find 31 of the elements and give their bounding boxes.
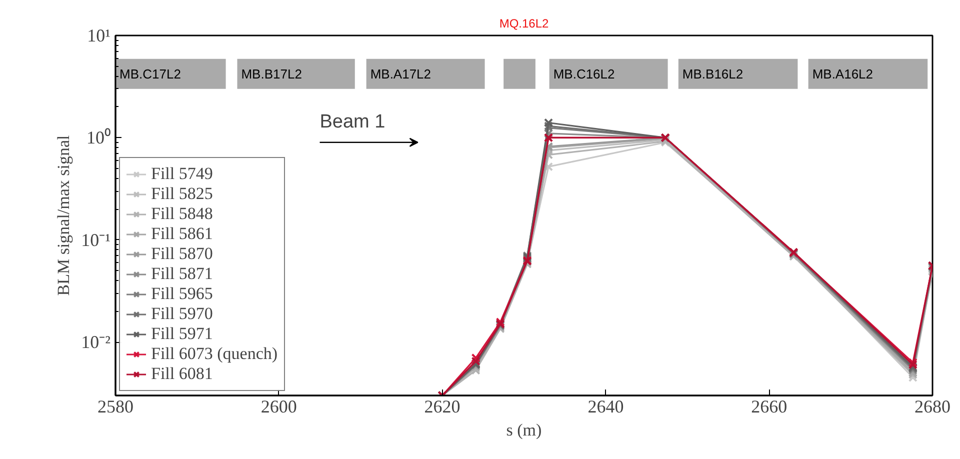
legend-label: Fill 5861 — [151, 224, 213, 244]
x-tick-label: 2640 — [588, 396, 624, 416]
legend-label: Fill 5871 — [151, 264, 213, 284]
legend-label: Fill 6073 (quench) — [151, 344, 278, 364]
x-tick-label: 2620 — [424, 396, 460, 416]
legend-label: Fill 5970 — [151, 304, 213, 324]
x-tick-label: 2580 — [98, 396, 134, 416]
x-tick-label: 2600 — [260, 396, 297, 416]
x-tick-label: 2660 — [751, 396, 788, 416]
y-tick-label: 10¹ — [87, 26, 111, 46]
legend-label: Fill 6081 — [151, 364, 213, 384]
y-tick-label: 10⁻¹ — [81, 230, 111, 250]
annotation: Beam 1 — [320, 112, 386, 133]
legend-label: Fill 5848 — [151, 204, 213, 224]
legend-label: Fill 5870 — [151, 244, 213, 264]
y-axis-title: BLM signal/max signal — [54, 134, 74, 296]
band-label: MB.A16L2 — [812, 66, 874, 82]
legend-label: Fill 5749 — [151, 164, 213, 184]
x-tick-label: 2680 — [914, 396, 950, 416]
legend-label: Fill 5971 — [151, 324, 213, 344]
legend-label: Fill 5825 — [151, 184, 213, 204]
x-axis-title: s (m) — [506, 420, 542, 440]
band-label: MB.C16L2 — [553, 66, 615, 82]
chart-title: MQ.16L2 — [499, 16, 550, 30]
band-label: MB.A17L2 — [370, 66, 432, 82]
band-label: MB.B17L2 — [241, 66, 302, 82]
y-tick-label: 10⁻² — [81, 332, 111, 352]
band-label: MB.B16L2 — [682, 66, 744, 82]
legend-label: Fill 5965 — [151, 284, 213, 304]
y-tick-label: 10⁰ — [86, 128, 110, 148]
band-label: MB.C17L2 — [120, 66, 181, 82]
